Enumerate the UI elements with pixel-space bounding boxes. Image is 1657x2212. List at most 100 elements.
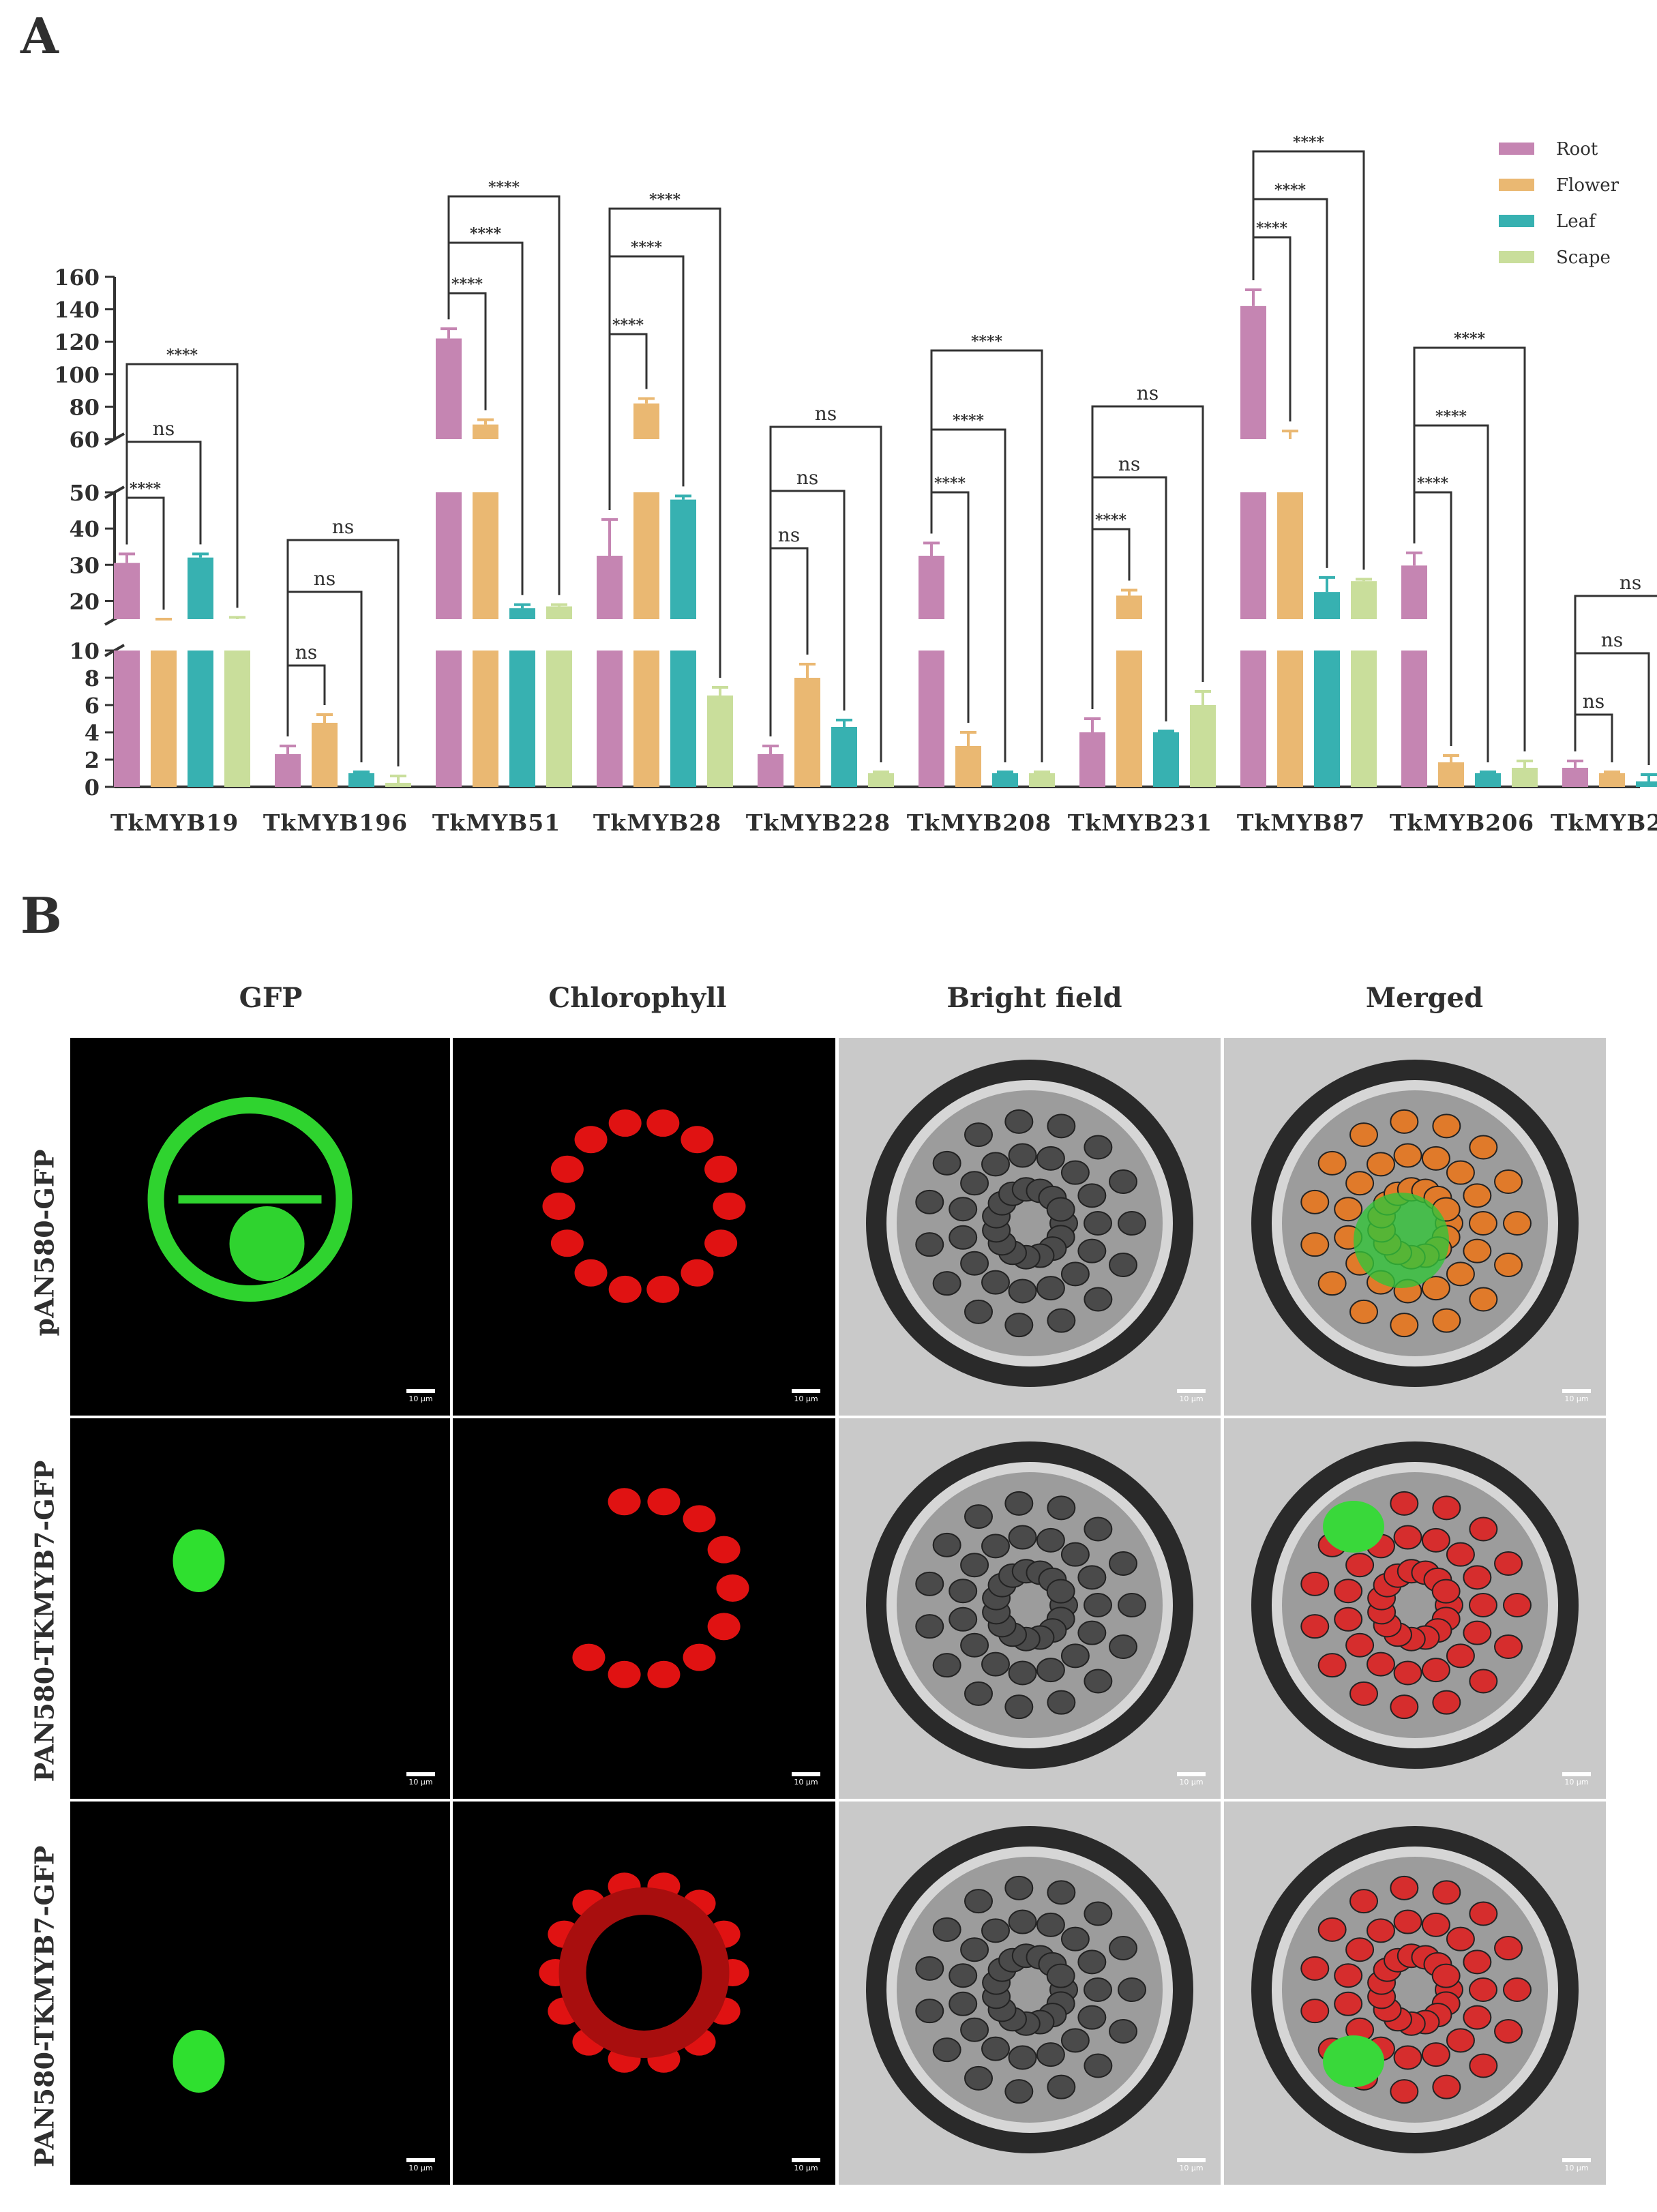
- micrograph-row1-bright-field: 10 μm: [839, 1038, 1221, 1416]
- y-tick-label: 40: [69, 516, 100, 542]
- scale-bar-line: [792, 1389, 820, 1393]
- y-tick-label: 140: [54, 297, 100, 323]
- significance-bracket: [1574, 713, 1613, 762]
- scale-bar-line: [1562, 2158, 1591, 2162]
- bar-flower: [312, 723, 338, 787]
- micrograph-row3-merged: 10 μm: [1224, 1802, 1606, 2185]
- row-label-pan580-tkmyb7-gfp-1: PAN580-TKMYB7-GFP: [29, 1460, 60, 1782]
- x-category-label: TkMYB87: [1237, 809, 1365, 836]
- bar-flower: [633, 651, 659, 787]
- column-header-bright-field: Bright field: [946, 982, 1122, 1014]
- significance-bracket: [286, 539, 400, 766]
- bar-scape: [707, 696, 733, 787]
- bar-flower: [1277, 492, 1303, 619]
- bar-leaf: [1153, 732, 1179, 787]
- bar-flower: [633, 492, 659, 619]
- scale-bar: 10 μm: [1177, 1772, 1206, 1787]
- bar-root: [1401, 651, 1427, 787]
- y-tick-label: 60: [69, 427, 100, 453]
- significance-label: ****: [488, 179, 520, 196]
- scale-bar-line: [406, 1389, 435, 1393]
- panel-a-label: A: [20, 7, 59, 65]
- significance-bracket: [1574, 595, 1657, 751]
- significance-label: ****: [1435, 408, 1467, 425]
- bar-scape: [546, 651, 572, 787]
- scale-bar-label: 10 μm: [1564, 1394, 1589, 1403]
- significance-bracket: [769, 425, 882, 762]
- scale-bar: 10 μm: [1562, 1772, 1591, 1787]
- significance-label: ns: [1137, 382, 1159, 404]
- bar-leaf: [188, 557, 213, 619]
- bar-leaf: [670, 499, 696, 619]
- significance-label: ****: [971, 333, 1003, 350]
- significance-label: ns: [332, 515, 354, 538]
- bar-leaf: [509, 608, 535, 619]
- scale-bar-label: 10 μm: [794, 1394, 818, 1403]
- bar-scape: [868, 773, 894, 787]
- y-tick-label: 160: [54, 265, 100, 290]
- bar-leaf: [188, 651, 213, 787]
- scale-bar: 10 μm: [406, 1772, 435, 1787]
- bar-flower: [473, 651, 498, 787]
- bar-flower: [1116, 651, 1142, 787]
- legend-swatch-leaf: [1499, 215, 1534, 227]
- micrograph-row3-gfp: 10 μm: [70, 1802, 450, 2185]
- bar-root: [1562, 768, 1588, 787]
- significance-label: ns: [314, 567, 335, 590]
- bar-flower: [955, 746, 981, 787]
- significance-label: ns: [1601, 629, 1623, 651]
- column-header-gfp: GFP: [239, 982, 303, 1014]
- bar-flower: [1116, 595, 1142, 619]
- bar-root: [1240, 651, 1266, 787]
- bar-flower: [151, 651, 177, 787]
- scale-bar-line: [792, 1772, 820, 1776]
- scale-bar-line: [406, 1772, 435, 1776]
- scale-bar: 10 μm: [792, 1772, 820, 1787]
- bar-flower: [473, 492, 498, 619]
- bar-leaf: [1314, 592, 1340, 619]
- bar-scape: [1190, 705, 1216, 787]
- bar-flower: [473, 424, 498, 439]
- x-category-label: TkMYB208: [907, 809, 1051, 836]
- y-tick-label: 50: [69, 480, 100, 506]
- significance-label: ns: [1619, 571, 1641, 594]
- significance-label: ****: [934, 475, 966, 492]
- scale-bar-label: 10 μm: [794, 1778, 818, 1787]
- bar-flower: [1438, 762, 1464, 787]
- significance-bracket: [125, 363, 239, 608]
- x-category-label: TkMYB206: [1390, 809, 1534, 836]
- micrograph-row2-bright-field: 10 μm: [839, 1418, 1221, 1799]
- micrograph-row3-bright-field: 10 μm: [839, 1802, 1221, 2185]
- scale-bar-line: [406, 2158, 435, 2162]
- micrograph-row1-merged: 10 μm: [1224, 1038, 1606, 1416]
- significance-label: ****: [451, 275, 483, 293]
- x-category-label: TkMYB228: [746, 809, 891, 836]
- bar-leaf: [1475, 773, 1501, 787]
- bar-leaf: [670, 651, 696, 787]
- scale-bar: 10 μm: [406, 2158, 435, 2172]
- scale-bar: 10 μm: [1177, 2158, 1206, 2172]
- significance-label: ****: [130, 480, 162, 498]
- significance-label: ns: [153, 417, 175, 440]
- bar-root: [919, 651, 944, 787]
- bar-flower: [1277, 651, 1303, 787]
- legend-label-leaf: Leaf: [1556, 211, 1597, 232]
- scale-bar-line: [792, 2158, 820, 2162]
- micrograph-row3-chlorophyll: 10 μm: [453, 1802, 835, 2185]
- micrograph-row2-gfp: 10 μm: [70, 1418, 450, 1799]
- significance-label: ns: [778, 524, 800, 546]
- bar-leaf: [509, 651, 535, 787]
- significance-label: ns: [1118, 453, 1140, 475]
- bar-root: [597, 651, 623, 787]
- bar-root: [436, 492, 462, 619]
- scale-bar: 10 μm: [792, 1389, 820, 1403]
- scale-bar-label: 10 μm: [1564, 1778, 1589, 1787]
- bar-root: [436, 651, 462, 787]
- x-category-label: TkMYB224: [1551, 809, 1657, 836]
- significance-label: ns: [1583, 690, 1604, 713]
- scale-bar-label: 10 μm: [794, 2164, 818, 2172]
- significance-bracket: [1091, 405, 1204, 709]
- column-header-merged: Merged: [1365, 982, 1484, 1014]
- scale-bar-label: 10 μm: [408, 1778, 433, 1787]
